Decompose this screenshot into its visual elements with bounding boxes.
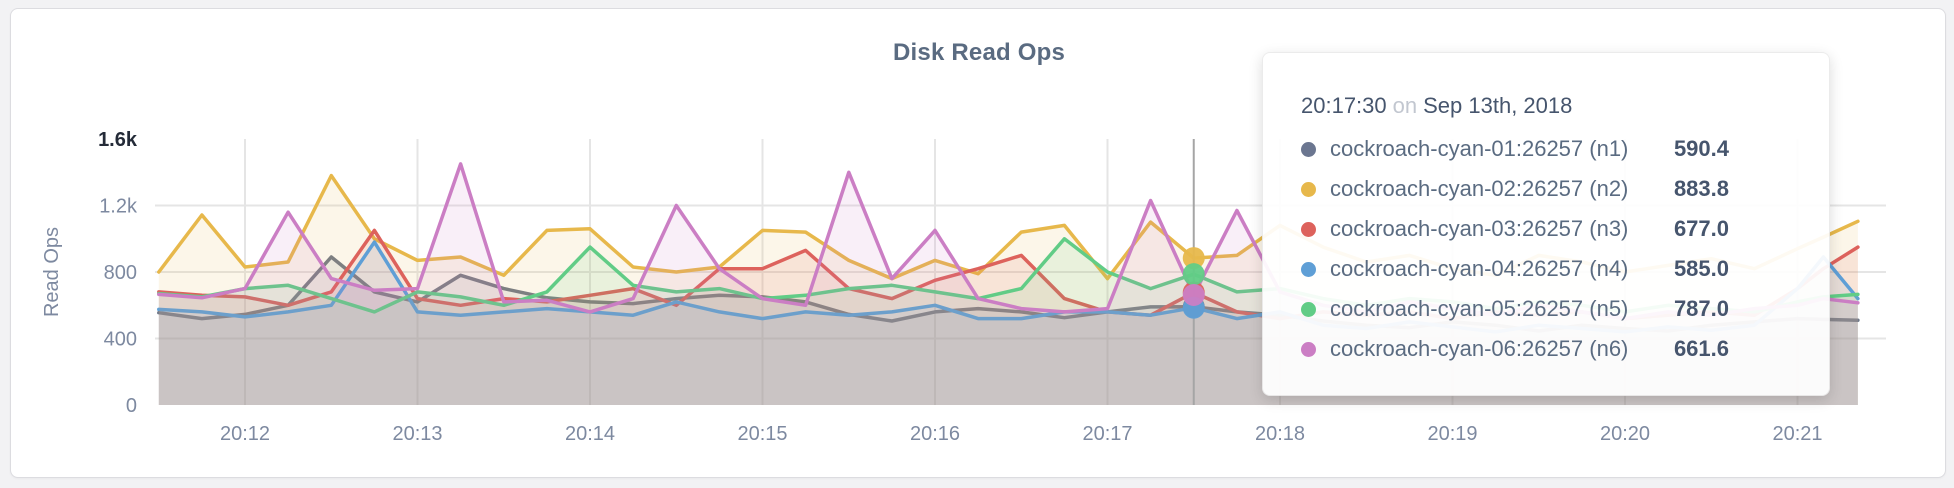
tooltip-date: Sep 13th, 2018 bbox=[1423, 93, 1573, 118]
hover-dot-n2 bbox=[1182, 247, 1205, 270]
series-value: 590.4 bbox=[1673, 136, 1729, 161]
tooltip-on-word: on bbox=[1392, 93, 1418, 118]
x-tick-label: 20:17 bbox=[1082, 423, 1132, 445]
x-tick-label: 20:12 bbox=[220, 423, 270, 445]
hover-tooltip: 20:17:30 on Sep 13th, 2018 cockroach-cyan-… bbox=[1262, 52, 1830, 396]
series-name: cockroach-cyan-05:26257 (n5) bbox=[1330, 296, 1629, 321]
y-tick-label: 1.2k bbox=[99, 196, 138, 218]
tooltip-series-row: cockroach-cyan-03:26257 (n3) 677.0 bbox=[1301, 209, 1729, 249]
tooltip-series-row: cockroach-cyan-01:26257 (n1) 590.4 bbox=[1301, 129, 1729, 169]
series-name: cockroach-cyan-02:26257 (n2) bbox=[1330, 176, 1629, 201]
series-color-dot bbox=[1301, 181, 1316, 197]
hover-dots bbox=[1182, 247, 1205, 319]
series-value: 787.0 bbox=[1673, 296, 1729, 321]
series-color-dot bbox=[1301, 301, 1316, 317]
series-name: cockroach-cyan-04:26257 (n4) bbox=[1330, 256, 1629, 281]
series-name: cockroach-cyan-01:26257 (n1) bbox=[1330, 136, 1629, 161]
y-tick-label: 400 bbox=[104, 329, 137, 351]
series-value: 585.0 bbox=[1673, 256, 1729, 281]
series-value: 883.8 bbox=[1673, 176, 1729, 201]
x-tick-label: 20:13 bbox=[392, 423, 442, 445]
series-value: 661.6 bbox=[1673, 336, 1729, 361]
series-color-dot bbox=[1301, 221, 1316, 237]
series-name: cockroach-cyan-06:26257 (n6) bbox=[1330, 336, 1629, 361]
y-axis-title: Read Ops bbox=[41, 227, 63, 317]
y-tick-label: 1.6k bbox=[98, 129, 138, 151]
hover-dot-n6 bbox=[1182, 284, 1205, 307]
y-tick-label: 0 bbox=[126, 395, 137, 417]
tooltip-series-list: cockroach-cyan-01:26257 (n1) 590.4 cockroa… bbox=[1301, 129, 1729, 369]
axis-labels: 0 400 800 1.2k 1.6k 20:12 20:13 20:14 20:15 20:16… bbox=[41, 129, 1823, 445]
x-tick-label: 20:15 bbox=[737, 423, 787, 445]
series-color-dot bbox=[1301, 341, 1316, 357]
x-tick-label: 20:21 bbox=[1772, 423, 1822, 445]
tooltip-series-row: cockroach-cyan-04:26257 (n4) 585.0 bbox=[1301, 249, 1729, 289]
x-tick-label: 20:18 bbox=[1255, 423, 1305, 445]
x-tick-label: 20:16 bbox=[910, 423, 960, 445]
series-name: cockroach-cyan-03:26257 (n3) bbox=[1330, 216, 1629, 241]
tooltip-series-row: cockroach-cyan-05:26257 (n5) 787.0 bbox=[1301, 289, 1729, 329]
tooltip-series-row: cockroach-cyan-02:26257 (n2) 883.8 bbox=[1301, 169, 1729, 209]
x-tick-label: 20:19 bbox=[1427, 423, 1477, 445]
tooltip-timestamp: 20:17:30 on Sep 13th, 2018 bbox=[1301, 91, 1729, 121]
y-tick-label: 800 bbox=[104, 262, 137, 284]
tooltip-series-row: cockroach-cyan-06:26257 (n6) 661.6 bbox=[1301, 329, 1729, 369]
hover-dot-n5 bbox=[1182, 263, 1205, 286]
series-color-dot bbox=[1301, 141, 1316, 157]
tooltip-time: 20:17:30 bbox=[1301, 93, 1387, 118]
x-tick-label: 20:20 bbox=[1600, 423, 1650, 445]
series-color-dot bbox=[1301, 261, 1316, 277]
series-value: 677.0 bbox=[1673, 216, 1729, 241]
x-tick-label: 20:14 bbox=[565, 423, 615, 445]
chart-title: Disk Read Ops bbox=[893, 39, 1065, 66]
